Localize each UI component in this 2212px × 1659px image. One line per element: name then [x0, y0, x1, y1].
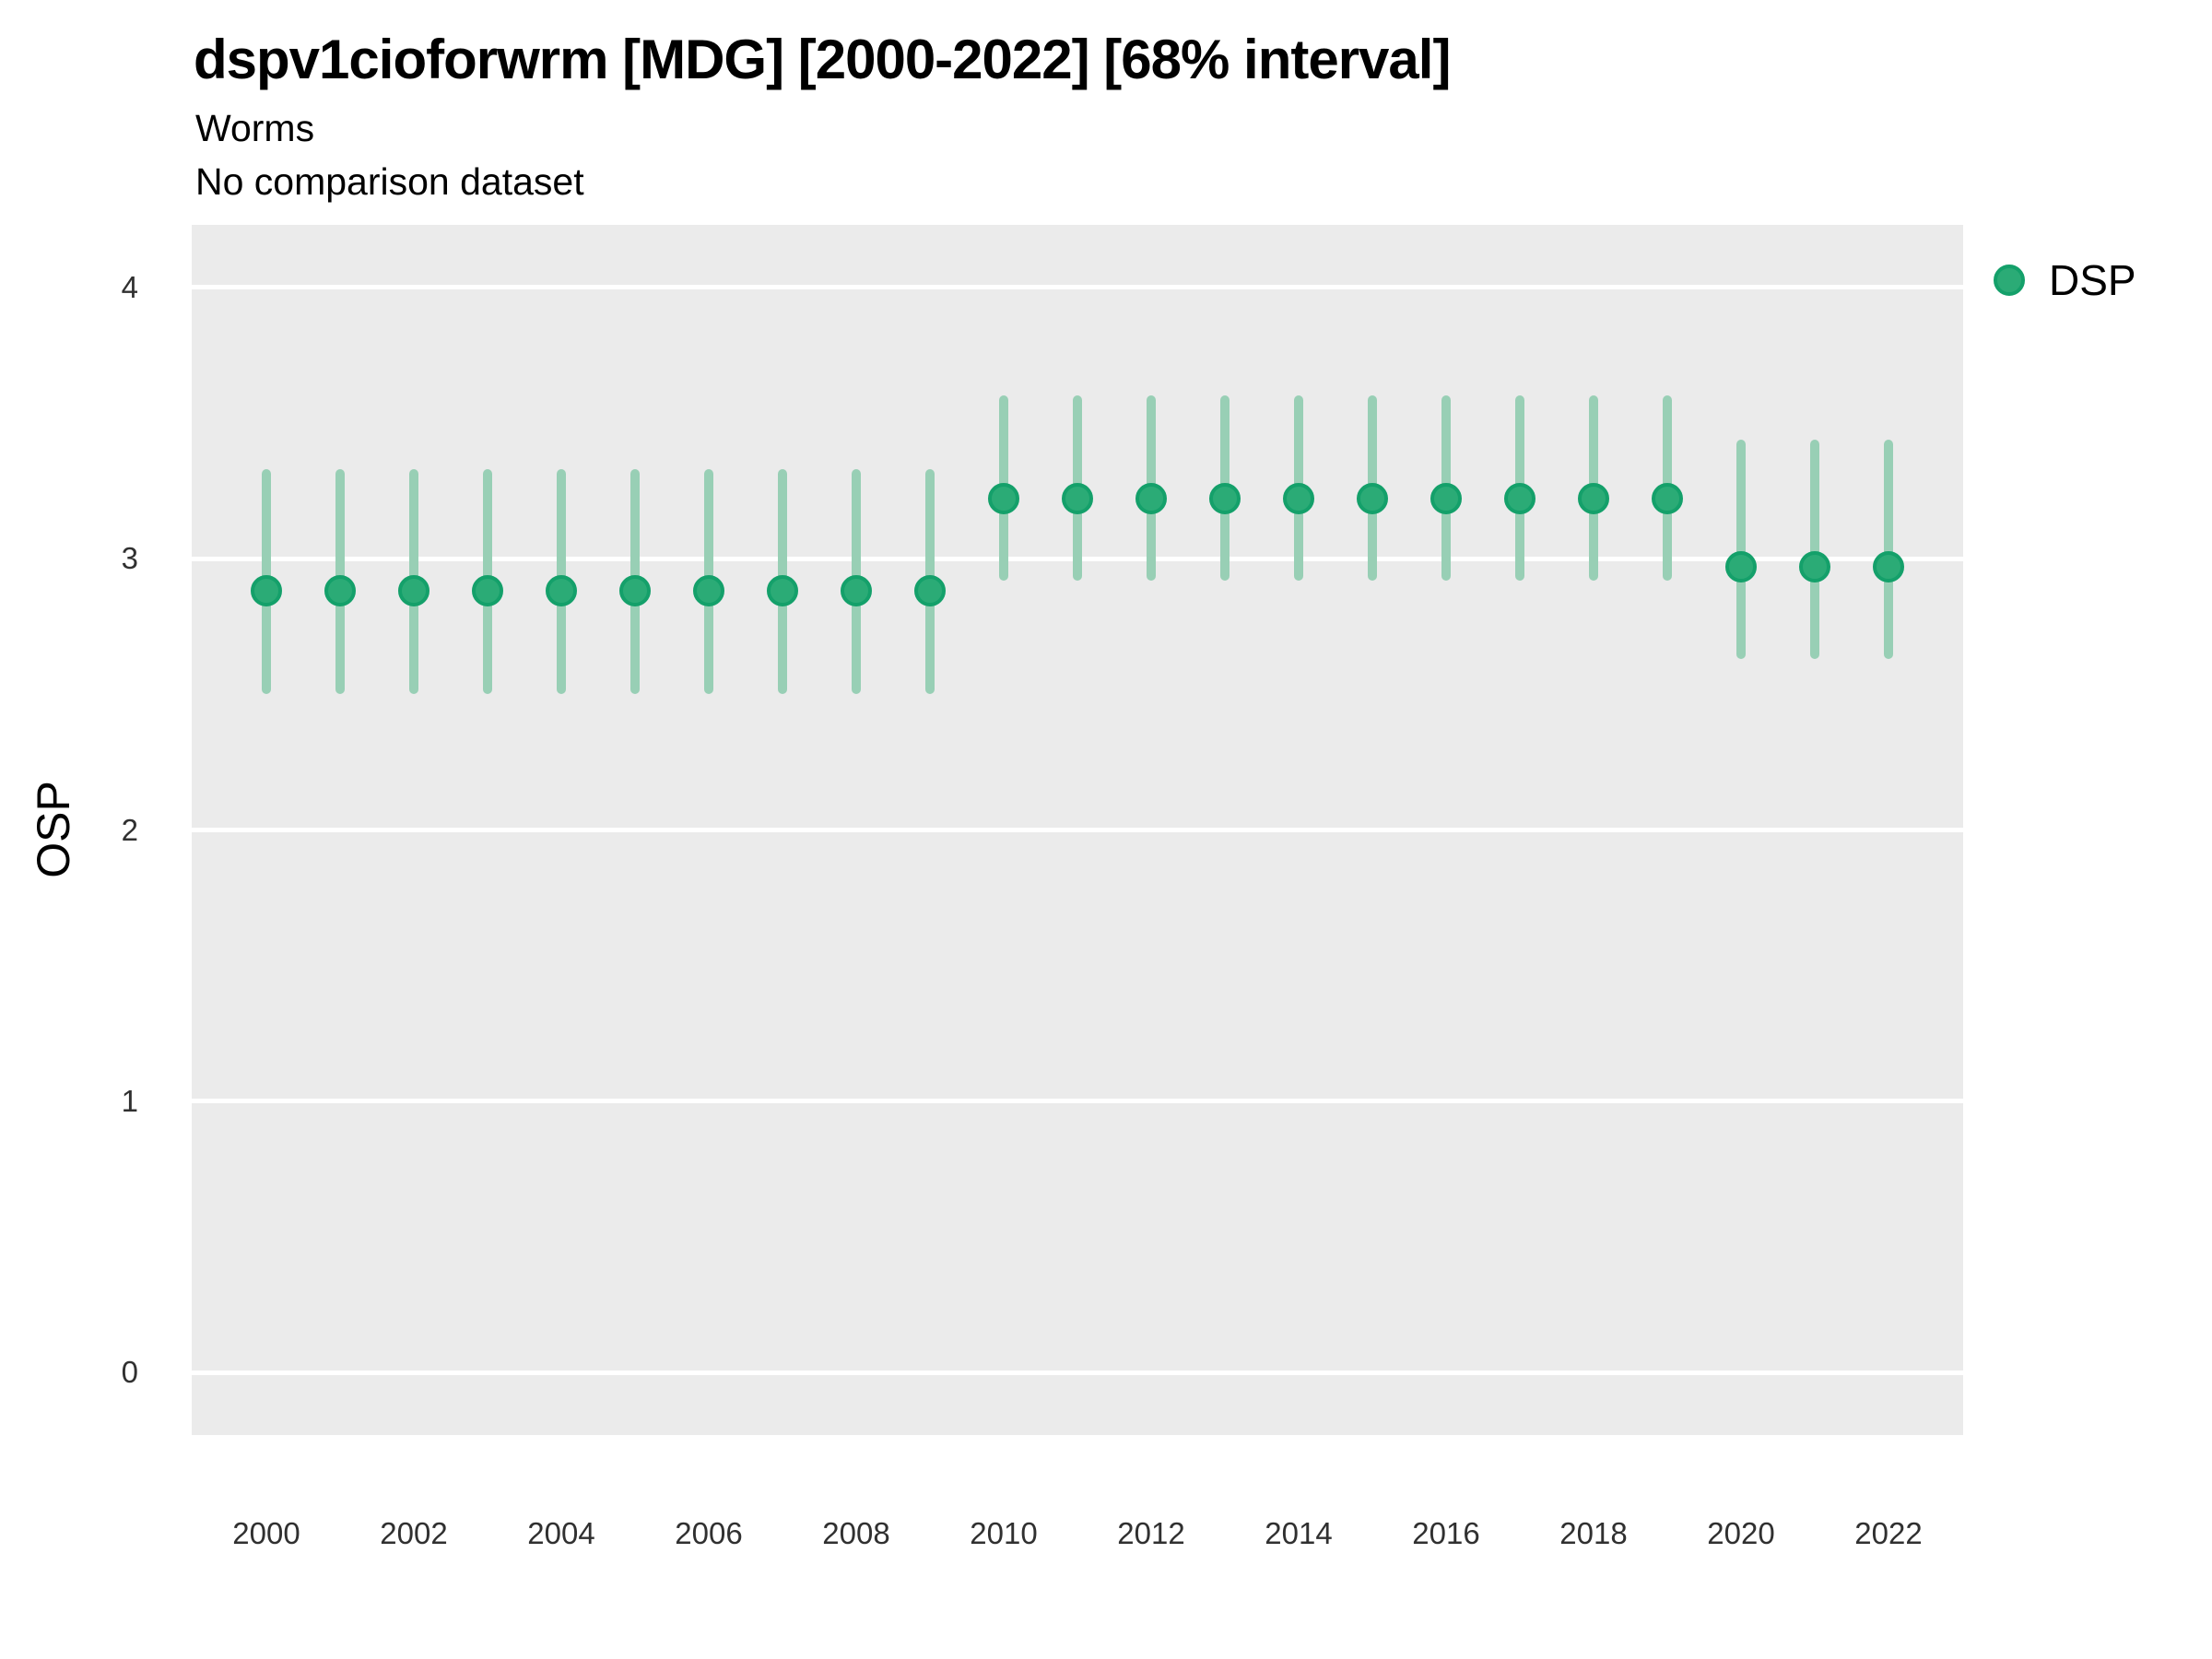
- x-tick-label: 2022: [1854, 1516, 1923, 1550]
- data-point: [546, 575, 577, 607]
- legend-point-icon: [1994, 265, 2025, 296]
- x-tick-label: 2002: [380, 1516, 448, 1550]
- x-tick-label: 2008: [822, 1516, 890, 1550]
- x-tick-label: 2016: [1412, 1516, 1480, 1550]
- data-point: [324, 575, 356, 607]
- data-point: [1357, 483, 1388, 515]
- data-point: [914, 575, 946, 607]
- data-point: [1578, 483, 1609, 515]
- x-tick-label: 2018: [1559, 1516, 1628, 1550]
- data-point: [1430, 483, 1462, 515]
- interval-bar: [1810, 439, 1819, 660]
- x-tick-label: 2006: [675, 1516, 743, 1550]
- y-tick-label: 1: [121, 1083, 138, 1118]
- x-tick-label: 2020: [1707, 1516, 1775, 1550]
- x-tick-label: 2004: [527, 1516, 595, 1550]
- data-point: [1652, 483, 1683, 515]
- data-point: [1873, 550, 1904, 582]
- data-point: [1062, 483, 1093, 515]
- y-tick-label: 4: [121, 269, 138, 304]
- y-tick-label: 2: [121, 812, 138, 847]
- data-point: [619, 575, 651, 607]
- data-point: [251, 575, 282, 607]
- data-point: [841, 575, 872, 607]
- x-tick-label: 2012: [1117, 1516, 1185, 1550]
- chart-subtitle: Worms: [195, 107, 315, 149]
- data-point: [1504, 483, 1535, 515]
- data-point: [472, 575, 503, 607]
- legend-label: DSP: [2049, 256, 2136, 304]
- gridline: [192, 828, 1963, 832]
- gridline: [192, 1099, 1963, 1104]
- data-point: [1283, 483, 1314, 515]
- data-point: [988, 483, 1019, 515]
- chart-title: dspv1cioforwrm [MDG] [2000-2022] [68% in…: [194, 29, 1451, 90]
- data-point: [767, 575, 798, 607]
- data-point: [1725, 550, 1757, 582]
- x-tick-label: 2014: [1265, 1516, 1333, 1550]
- legend: DSP: [1994, 255, 2136, 305]
- y-tick-label: 0: [121, 1355, 138, 1390]
- data-point: [693, 575, 724, 607]
- x-tick-label: 2010: [970, 1516, 1038, 1550]
- plot-panel: [192, 225, 1963, 1435]
- interval-bar: [1884, 439, 1893, 660]
- y-tick-label: 3: [121, 541, 138, 576]
- data-point: [1135, 483, 1167, 515]
- data-point: [398, 575, 429, 607]
- data-point: [1209, 483, 1241, 515]
- data-point: [1799, 550, 1830, 582]
- gridline: [192, 285, 1963, 290]
- gridline: [192, 1370, 1963, 1375]
- comparison-note: No comparison dataset: [195, 160, 584, 203]
- x-tick-label: 2000: [232, 1516, 300, 1550]
- interval-bar: [1736, 439, 1746, 660]
